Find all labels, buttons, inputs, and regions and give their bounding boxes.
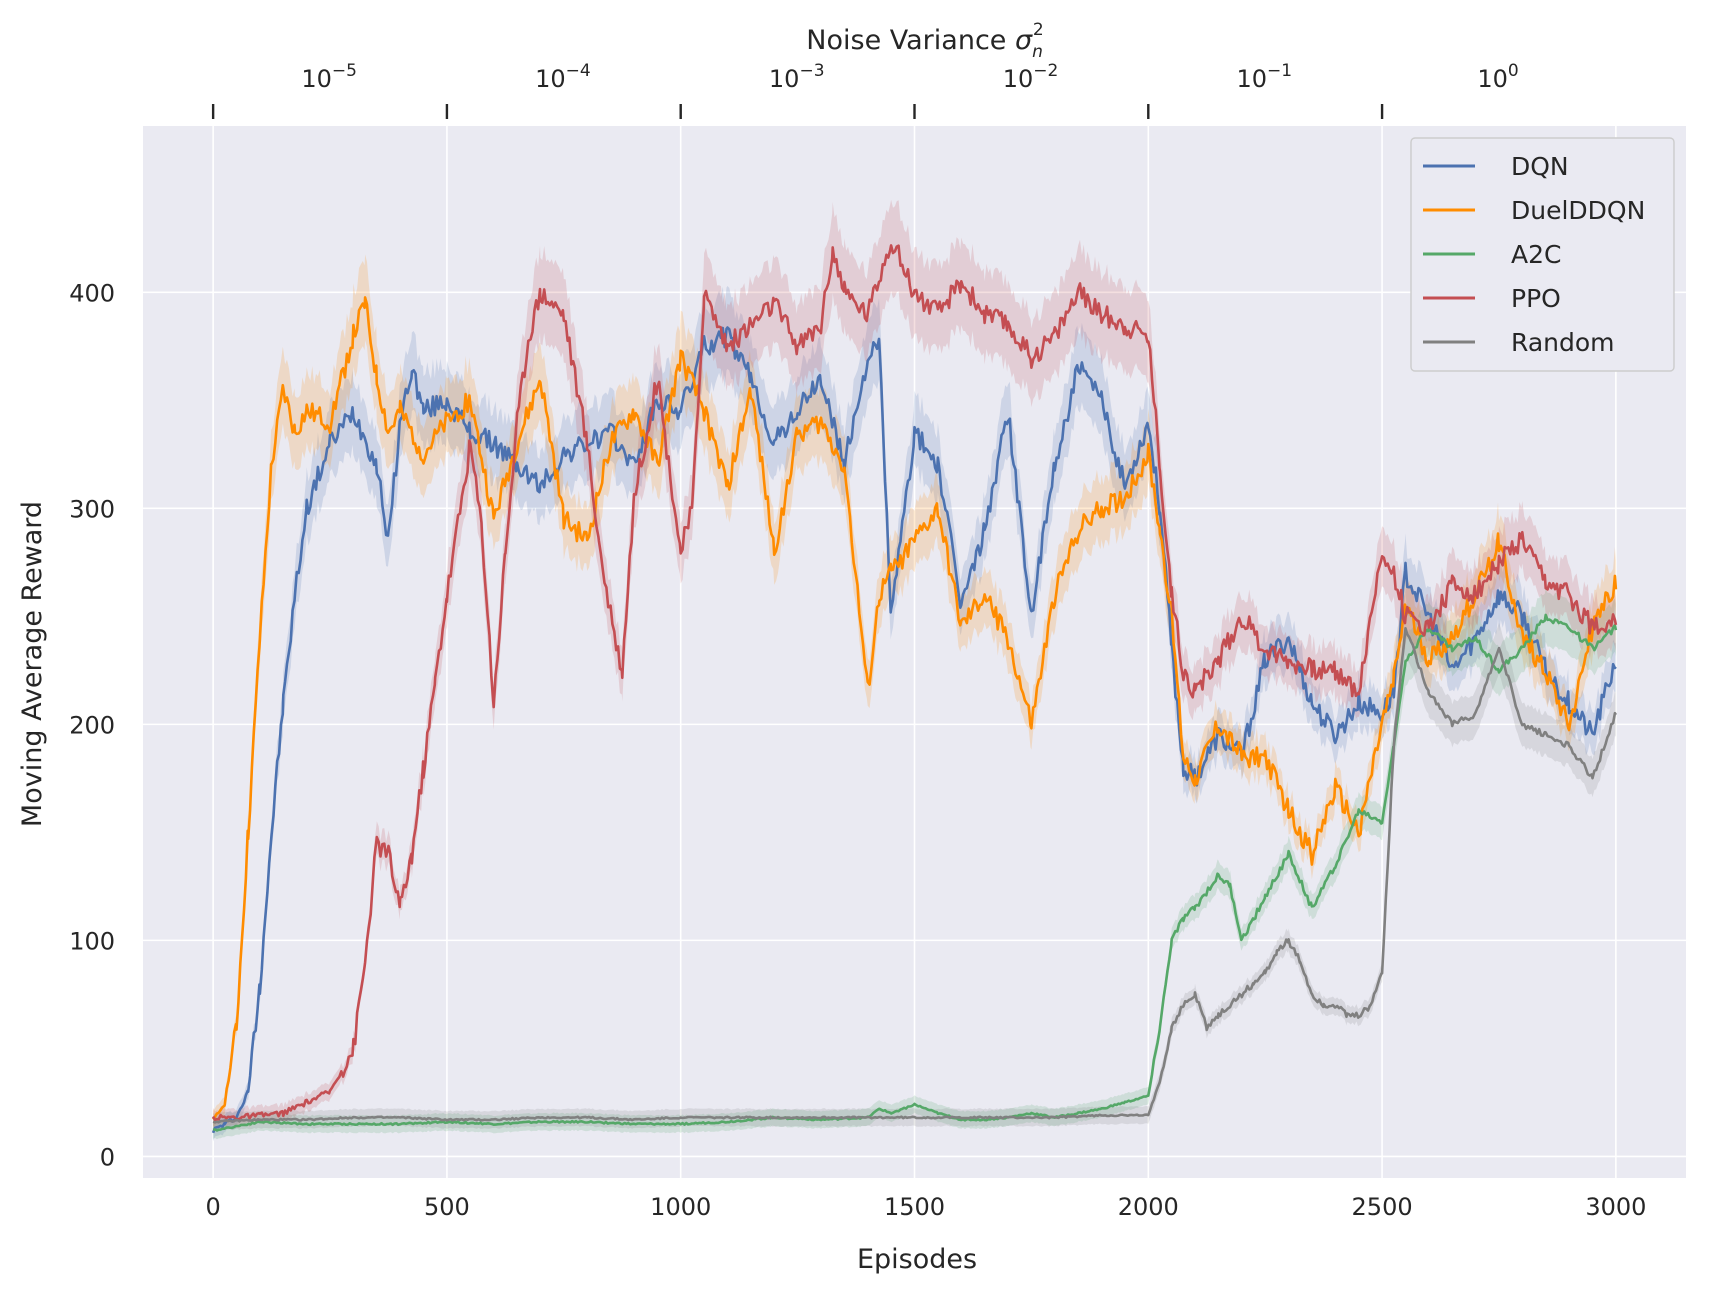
top-axis-label-sub: n [1032, 42, 1043, 62]
top-axis: 10−5 10−4 10−3 10−2 10−1 100 [211, 61, 1519, 119]
x-tick-label: 2500 [1352, 1193, 1413, 1221]
legend-frame [1410, 137, 1675, 372]
legend-label-dqn: DQN [1511, 152, 1569, 181]
top-tick-label: 10−1 [1236, 61, 1292, 93]
line-a2c [212, 613, 1618, 1132]
y-axis-ticks: 0 100 200 300 400 [69, 279, 115, 1171]
x-tick-label: 500 [424, 1193, 470, 1221]
y-tick-label: 300 [69, 495, 115, 523]
line-duelddqn [212, 296, 1618, 1121]
x-tick-label: 3000 [1585, 1193, 1646, 1221]
y-axis-label: Moving Average Reward [17, 501, 48, 827]
x-tick-label: 1500 [884, 1193, 945, 1221]
y-tick-label: 100 [69, 927, 115, 955]
x-tick-label: 0 [205, 1193, 220, 1221]
top-tick-label: 10−2 [1003, 61, 1059, 93]
line-random [212, 627, 1618, 1124]
x-tick-label: 2000 [1118, 1193, 1179, 1221]
series-lines [211, 244, 1618, 1134]
top-axis-label-sup: 2 [1033, 20, 1044, 40]
x-axis-ticks: 0 500 1000 1500 2000 2500 3000 [205, 1193, 1646, 1221]
y-tick-label: 200 [69, 711, 115, 739]
top-tick-label: 10−5 [301, 61, 357, 93]
top-tick-label: 10−3 [769, 61, 825, 93]
top-axis-label-text: Noise Variance [806, 25, 1015, 56]
legend: DQN DuelDDQN A2C PPO Random [1410, 137, 1675, 372]
line-ppo [211, 244, 1618, 1122]
legend-label-random: Random [1511, 328, 1615, 357]
legend-label-duelddqn: DuelDDQN [1511, 196, 1645, 225]
top-axis-label: Noise Variance σn2 [806, 20, 1043, 62]
top-axis-label-symbol: σ [1015, 25, 1033, 56]
legend-label-a2c: A2C [1511, 240, 1561, 269]
legend-label-ppo: PPO [1511, 284, 1561, 313]
top-tick-label: 10−4 [535, 61, 591, 93]
x-axis-label: Episodes [857, 1244, 977, 1275]
y-tick-label: 0 [100, 1143, 115, 1171]
top-tick-label: 100 [1477, 61, 1518, 93]
band-dqn [213, 286, 1616, 1142]
y-tick-label: 400 [69, 279, 115, 307]
x-tick-label: 1000 [650, 1193, 711, 1221]
band-a2c [213, 587, 1616, 1140]
